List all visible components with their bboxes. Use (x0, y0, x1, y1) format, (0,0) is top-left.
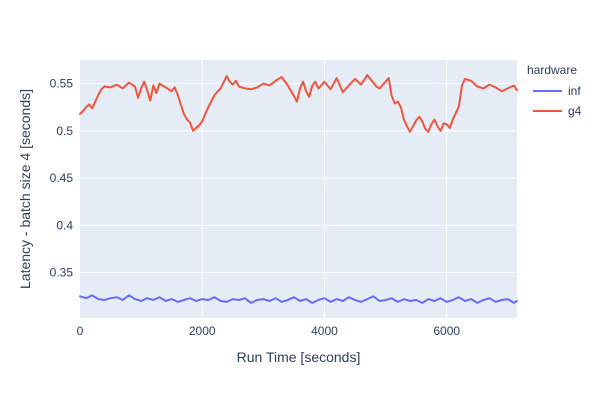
x-tick-label: 0 (77, 324, 84, 338)
legend-label-inf: inf (568, 84, 581, 98)
legend-item-g4[interactable]: g4 (533, 104, 582, 118)
legend-item-inf[interactable]: inf (533, 84, 581, 98)
legend-label-g4: g4 (568, 104, 582, 118)
y-axis-title: Latency - batch size 4 [seconds] (17, 89, 33, 289)
series-line-inf (79, 294, 518, 304)
x-tick-label: 6000 (433, 324, 460, 338)
series-line-g4 (79, 74, 518, 133)
x-tick-label: 4000 (311, 324, 338, 338)
series-layer (79, 74, 518, 304)
tick-layer: 0 2000 4000 6000 0.35 0.4 0.45 0.5 0.55 (50, 77, 461, 338)
y-tick-label: 0.55 (50, 77, 74, 91)
y-tick-label: 0.5 (56, 124, 73, 138)
y-tick-label: 0.4 (56, 218, 73, 232)
legend-title: hardware (527, 63, 577, 77)
y-tick-label: 0.45 (50, 171, 74, 185)
plot-area (80, 60, 517, 318)
x-tick-label: 2000 (189, 324, 216, 338)
legend: hardware inf g4 (527, 63, 582, 118)
y-tick-label: 0.35 (50, 266, 74, 280)
x-axis-title: Run Time [seconds] (237, 349, 361, 365)
grid-layer (80, 60, 517, 318)
